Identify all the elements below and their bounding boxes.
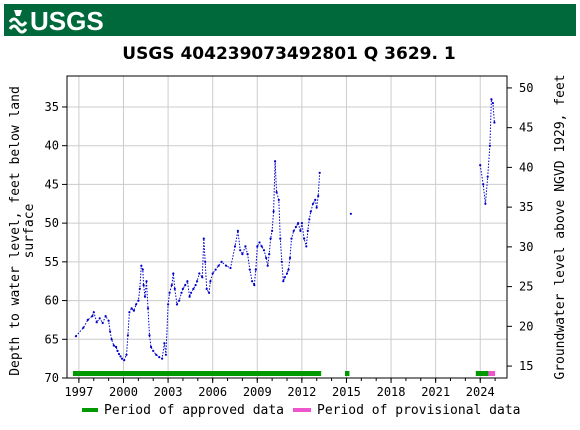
- y-left-tick-label: 35: [45, 100, 59, 114]
- approved-period-bar: [475, 371, 489, 376]
- y-right-tick-label: 40: [519, 160, 533, 174]
- x-tick-label: 2018: [377, 385, 406, 399]
- y-axis-right-ticks: 15 20 25 30 35 40 45 50: [507, 81, 533, 373]
- y-left-tick-label: 65: [45, 332, 59, 346]
- approved-period-bar: [72, 371, 322, 376]
- y-axis-left-label-line1: Depth to water level, feet below land: [8, 86, 23, 376]
- y-left-tick-label: 50: [45, 216, 59, 230]
- usgs-logo-text: USGS: [30, 6, 104, 36]
- series-layer: [74, 98, 496, 362]
- data-point: [125, 353, 128, 356]
- data-period-bars: [72, 371, 496, 376]
- data-point: [188, 295, 191, 298]
- usgs-banner: [4, 4, 576, 36]
- y-right-tick-label: 20: [519, 319, 533, 333]
- y-axis-left-ticks: 35 40 45 50 55 60 65 70: [45, 100, 67, 385]
- provisional-period-bar: [488, 371, 496, 376]
- data-point: [236, 229, 239, 232]
- y-left-tick-label: 45: [45, 177, 59, 191]
- x-tick-label: 2012: [287, 385, 316, 399]
- data-point: [142, 284, 145, 287]
- y-left-tick-label: 55: [45, 255, 59, 269]
- data-point: [254, 268, 257, 271]
- y-right-tick-label: 35: [519, 200, 533, 214]
- data-point: [146, 307, 150, 310]
- approved-period-bar: [344, 371, 350, 376]
- data-point: [318, 171, 321, 174]
- x-tick-label: 2006: [198, 385, 227, 399]
- data-point: [349, 212, 352, 215]
- data-point: [201, 276, 204, 279]
- series-line: [75, 161, 321, 361]
- chart-title: USGS 404239073492801 Q 3629. 1: [122, 44, 455, 64]
- legend: Period of approved data Period of provis…: [82, 403, 521, 418]
- x-axis-ticks: 1997 2000 2003 2006 2009 2012 2015 2018 2021 2024: [64, 378, 496, 399]
- y-right-tick-label: 45: [519, 121, 533, 135]
- legend-approved-label: Period of approved data: [104, 403, 284, 418]
- data-point: [173, 287, 176, 290]
- plot-area: [66, 75, 508, 379]
- data-point: [282, 280, 285, 283]
- data-point: [253, 284, 256, 287]
- y-axis-right-label: Groundwater level above NGVD 1929, feet: [553, 74, 568, 379]
- x-tick-label: 2003: [154, 385, 183, 399]
- data-point: [202, 237, 205, 240]
- data-point: [288, 256, 292, 260]
- y-left-tick-label: 70: [45, 371, 59, 385]
- x-tick-label: 1997: [64, 385, 93, 399]
- legend-provisional-label: Period of provisional data: [317, 403, 521, 418]
- data-point: [170, 284, 173, 287]
- data-point: [493, 121, 496, 124]
- y-right-tick-label: 30: [519, 240, 533, 254]
- x-tick-label: 2024: [466, 385, 495, 399]
- y-right-tick-label: 15: [519, 359, 533, 373]
- x-tick-label: 2000: [109, 385, 138, 399]
- y-left-tick-label: 60: [45, 294, 59, 308]
- x-tick-label: 2015: [332, 385, 361, 399]
- y-right-tick-label: 25: [519, 280, 533, 294]
- y-left-tick-label: 40: [45, 139, 59, 153]
- y-right-tick-label: 50: [519, 81, 533, 95]
- x-tick-label: 2021: [421, 385, 450, 399]
- data-point: [145, 280, 148, 283]
- usgs-logo-icon: [8, 10, 28, 34]
- data-point: [272, 210, 275, 213]
- series-line: [479, 99, 495, 204]
- y-axis-left-label-line2: surface: [22, 203, 37, 258]
- data-point: [256, 245, 259, 248]
- x-tick-label: 2009: [243, 385, 272, 399]
